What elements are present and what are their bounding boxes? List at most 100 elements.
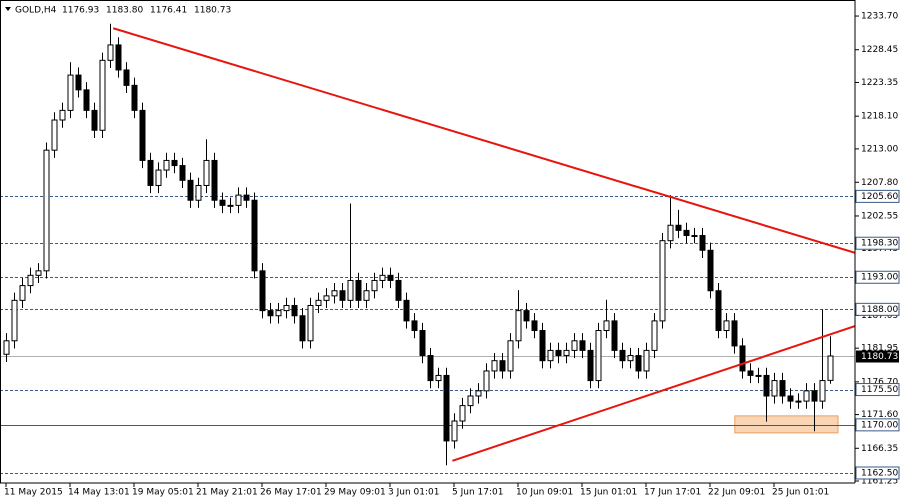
candle-body xyxy=(499,360,506,372)
candle-body xyxy=(115,44,122,71)
candle-body xyxy=(35,270,42,276)
candle-body xyxy=(595,330,602,382)
level-label-box xyxy=(855,418,900,432)
candle-body xyxy=(539,330,546,362)
candle-body xyxy=(547,349,554,362)
candle-body xyxy=(219,199,226,206)
x-tick-label: 19 May 05:01 xyxy=(132,488,194,498)
candle-body xyxy=(523,310,530,322)
candle-body xyxy=(707,249,714,292)
candle-body xyxy=(579,340,586,351)
level-label: 1198.30 xyxy=(861,239,898,249)
candle-body xyxy=(163,159,170,171)
level-label-box xyxy=(855,189,900,203)
candle-body xyxy=(435,374,442,382)
candle-body xyxy=(171,159,178,167)
candle-body xyxy=(43,149,50,272)
candle-body xyxy=(371,279,378,292)
y-tick-label: 1171.60 xyxy=(861,410,898,420)
candle-body xyxy=(123,69,130,86)
candle-body xyxy=(715,290,722,332)
candle-body xyxy=(379,274,386,281)
y-tick-label: 1202.55 xyxy=(861,211,898,221)
plot-area xyxy=(0,23,855,474)
x-tick-label: 10 Jun 09:01 xyxy=(516,488,573,498)
candle-body xyxy=(419,330,426,357)
current-price-label: 1180.73 xyxy=(861,352,898,362)
symbol-menu-icon[interactable] xyxy=(5,7,11,11)
candle-body xyxy=(107,44,114,61)
candle-body xyxy=(819,380,826,402)
candle-body xyxy=(331,290,338,297)
candle-body xyxy=(315,299,322,306)
candle-body xyxy=(355,279,362,301)
y-tick-label: 1223.35 xyxy=(861,78,898,88)
candle-body xyxy=(275,310,282,317)
y-tick-label: 1187.05 xyxy=(861,311,898,321)
candle-body xyxy=(395,279,402,301)
x-tick-label: 3 Jun 01:01 xyxy=(388,488,439,498)
candle-body xyxy=(347,279,354,301)
level-label: 1205.60 xyxy=(861,192,898,202)
candle-body xyxy=(651,320,658,351)
candle-body xyxy=(3,340,10,355)
candle-body xyxy=(155,169,162,186)
candle-body xyxy=(755,374,762,377)
candle-body xyxy=(307,304,314,342)
candle-body xyxy=(91,109,98,131)
candle-body xyxy=(299,315,306,342)
level-label: 1193.00 xyxy=(861,273,898,283)
level-label: 1162.50 xyxy=(861,468,898,478)
x-tick-label: 11 May 2015 xyxy=(4,488,63,498)
symbol: GOLD,H4 xyxy=(15,6,57,16)
candle-body xyxy=(451,420,458,442)
candle-body xyxy=(75,74,82,91)
y-tick-label: 1176.70 xyxy=(861,377,898,387)
candle-body xyxy=(211,159,218,201)
candle-body xyxy=(491,360,498,372)
candle-body xyxy=(795,400,802,403)
candle-body xyxy=(403,299,410,322)
candle-body xyxy=(323,295,330,301)
quote-value: 1176.41 xyxy=(150,6,187,16)
candle-body xyxy=(603,320,610,332)
candle-body xyxy=(771,380,778,397)
y-tick-label: 1228.45 xyxy=(861,45,898,55)
candle-body xyxy=(387,274,394,281)
candle-body xyxy=(243,194,250,201)
y-tick-label: 1161.25 xyxy=(861,477,898,487)
candle-body xyxy=(531,320,538,332)
candle-body xyxy=(827,355,834,381)
candle-body xyxy=(467,395,474,407)
x-tick-label: 22 Jun 09:01 xyxy=(708,488,765,498)
candle-body xyxy=(627,355,634,362)
candle-body xyxy=(747,370,754,376)
candle-body xyxy=(443,374,450,442)
x-tick-label: 29 May 09:01 xyxy=(324,488,386,498)
candle-body xyxy=(187,179,194,201)
candle-body xyxy=(259,270,266,312)
trendline xyxy=(452,325,855,462)
candle-body xyxy=(99,59,106,131)
candle-body xyxy=(507,340,514,372)
x-tick-label: 5 Jun 17:01 xyxy=(452,488,503,498)
candle-body xyxy=(83,89,90,111)
candle-body xyxy=(139,109,146,161)
level-label: 1170.00 xyxy=(861,420,898,430)
candle-body xyxy=(179,165,186,181)
candle-body xyxy=(291,304,298,317)
candle-body xyxy=(459,405,466,422)
candle-body xyxy=(763,374,770,397)
candle-body xyxy=(251,199,258,272)
x-tick-label: 15 Jun 01:01 xyxy=(580,488,637,498)
candle-body xyxy=(811,390,818,402)
candle-body xyxy=(475,390,482,397)
candle-body xyxy=(571,340,578,351)
candle-body xyxy=(427,355,434,382)
candle-body xyxy=(411,320,418,332)
candle-body xyxy=(691,235,698,238)
zone xyxy=(734,415,839,434)
candle-body xyxy=(587,349,594,382)
candle-body xyxy=(731,320,738,347)
candle-body xyxy=(67,74,74,111)
